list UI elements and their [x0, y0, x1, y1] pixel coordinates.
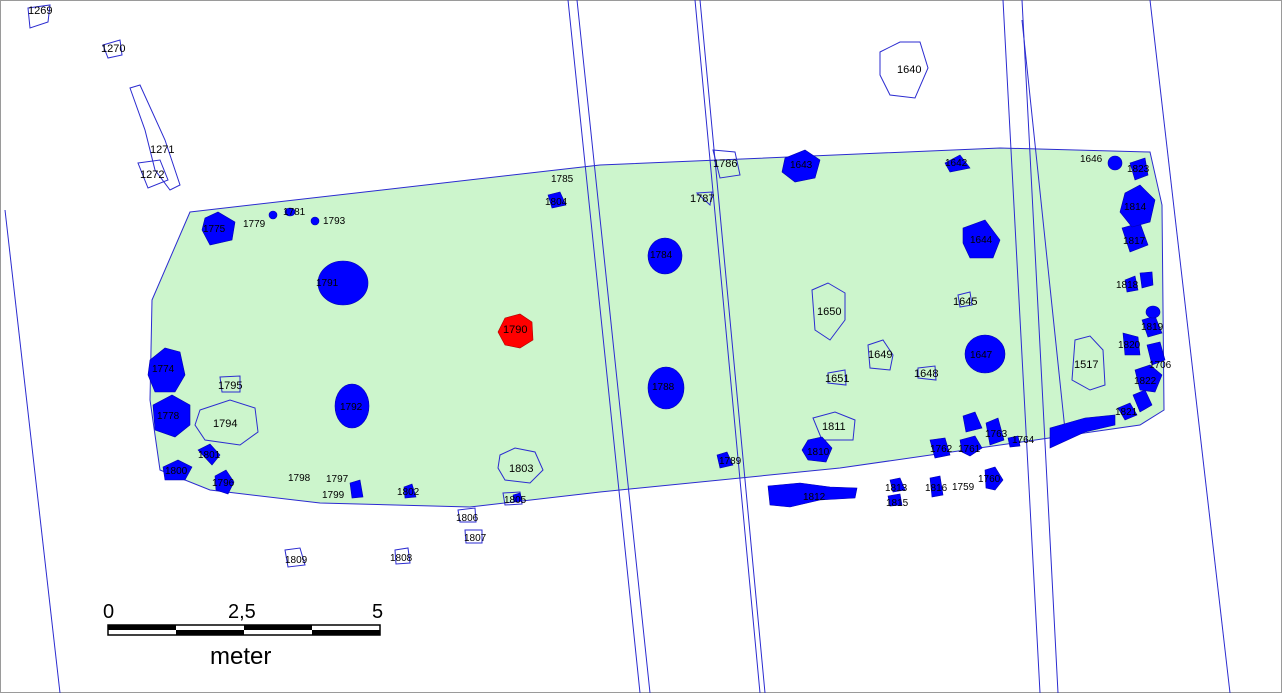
label-1789: 1789: [719, 456, 742, 467]
label-1801: 1801: [198, 450, 221, 461]
label-1651: 1651: [825, 373, 849, 385]
label-1517: 1517: [1074, 359, 1098, 371]
label-1802: 1802: [397, 487, 420, 498]
label-1774: 1774: [152, 364, 175, 375]
label-1803: 1803: [509, 463, 533, 475]
label-1706: 1706: [1149, 360, 1172, 371]
label-1790: 1790: [503, 324, 527, 336]
scale-unit-label: meter: [210, 643, 271, 670]
label-1813: 1813: [885, 483, 908, 494]
label-1812: 1812: [803, 492, 826, 503]
scale-tick-mid: 2,5: [228, 601, 256, 623]
label-1649: 1649: [868, 349, 892, 361]
highlighted-feature-1790: [497, 313, 534, 349]
outline-features: [27, 4, 1106, 568]
label-1806: 1806: [456, 513, 479, 524]
label-1796: 1796: [212, 478, 235, 489]
label-1818: 1818: [1116, 280, 1139, 291]
label-1759: 1759: [952, 482, 975, 493]
label-1805: 1805: [504, 495, 527, 506]
label-1779: 1779: [243, 219, 266, 230]
label-1650: 1650: [817, 306, 841, 318]
label-1785: 1785: [551, 174, 574, 185]
scale-seg-3: [244, 625, 312, 630]
label-1797: 1797: [326, 474, 349, 485]
label-1808: 1808: [390, 553, 413, 564]
label-1821: 1821: [1115, 407, 1138, 418]
excavation-area: [149, 147, 1165, 508]
label-1798: 1798: [288, 473, 311, 484]
scale-tick-end: 5: [372, 601, 383, 623]
label-1760: 1760: [978, 474, 1001, 485]
label-1804: 1804: [545, 197, 568, 208]
label-1764: 1764: [1012, 435, 1035, 446]
trench-lines: [4, 0, 1231, 693]
label-1775: 1775: [203, 224, 226, 235]
label-1645: 1645: [953, 296, 977, 308]
label-1269: 1269: [28, 5, 52, 17]
label-1800: 1800: [165, 466, 188, 477]
label-1763: 1763: [985, 429, 1008, 440]
label-1787: 1787: [690, 193, 714, 205]
label-1778: 1778: [157, 411, 180, 422]
label-1807: 1807: [464, 533, 487, 544]
label-1823: 1823: [1127, 164, 1150, 175]
label-1794: 1794: [213, 418, 237, 430]
label-1795: 1795: [218, 380, 242, 392]
label-1819: 1819: [1141, 322, 1164, 333]
label-1642: 1642: [945, 158, 968, 169]
label-1811: 1811: [822, 421, 846, 433]
label-1786: 1786: [713, 158, 737, 170]
label-1822: 1822: [1134, 376, 1157, 387]
label-1791: 1791: [316, 278, 339, 289]
scale-bar: 0 2,5 5 meter: [103, 601, 383, 670]
label-1820: 1820: [1118, 340, 1141, 351]
label-1817: 1817: [1123, 236, 1146, 247]
label-1648: 1648: [914, 368, 938, 380]
scale-seg-1: [108, 625, 176, 630]
label-1270: 1270: [101, 43, 125, 55]
scale-seg-4: [312, 630, 380, 635]
label-1271: 1271: [150, 144, 174, 156]
label-1762: 1762: [930, 444, 953, 455]
feature-labels: 1269 1270 1271 1272 1640 1786 1787 1645 …: [28, 5, 1172, 566]
label-1643: 1643: [790, 160, 813, 171]
label-1761: 1761: [958, 444, 981, 455]
blue-features: [147, 149, 1166, 508]
label-1644: 1644: [970, 235, 993, 246]
label-1647: 1647: [970, 350, 993, 361]
label-1781: 1781: [283, 207, 306, 218]
label-1272: 1272: [140, 169, 164, 181]
label-1646: 1646: [1080, 154, 1103, 165]
label-1810: 1810: [807, 447, 830, 458]
label-1814: 1814: [1124, 202, 1147, 213]
scale-seg-2: [176, 630, 244, 635]
label-1784: 1784: [650, 250, 673, 261]
label-1792: 1792: [340, 402, 363, 413]
label-1799: 1799: [322, 490, 345, 501]
label-1640: 1640: [897, 64, 921, 76]
label-1815: 1815: [886, 498, 909, 509]
scale-tick-0: 0: [103, 601, 114, 623]
label-1793: 1793: [323, 216, 346, 227]
label-1816: 1816: [925, 483, 948, 494]
label-1788: 1788: [652, 382, 675, 393]
label-1809: 1809: [285, 555, 308, 566]
